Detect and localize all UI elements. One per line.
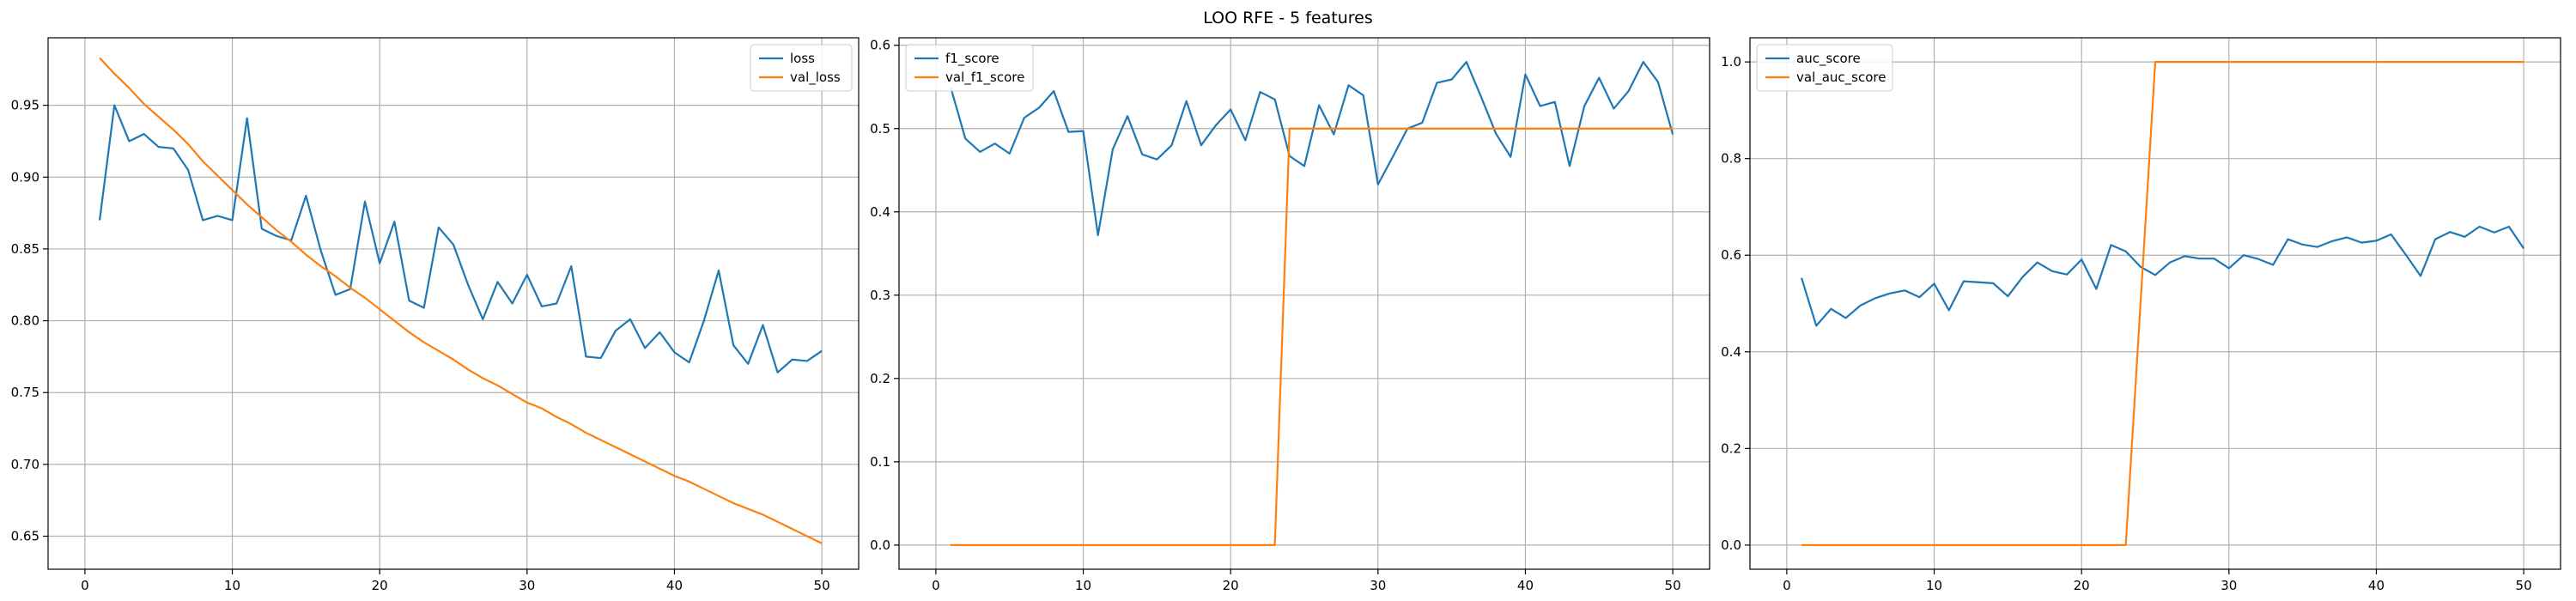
y-tick-label: 0.80 [11,313,39,329]
legend-box [905,44,1034,92]
legend-box [1756,44,1893,92]
figure-title: LOO RFE - 5 features [1203,9,1373,27]
y-tick-label: 0.8 [1721,151,1741,167]
legend-label: val_f1_score [945,70,1024,86]
legend: auc_score val_auc_score [1756,44,1893,92]
x-tick-label: 10 [1926,578,1942,593]
x-tick-label: 40 [1517,578,1534,593]
legend-label: auc_score [1796,51,1861,67]
x-tick-label: 0 [1783,578,1791,593]
x-tick-label: 50 [2516,578,2532,593]
subplot-f1-score: 0 10 20 30 40 50 0.0 0.1 0.2 0.3 0.4 0.5 0.6 f1_score… [870,37,1710,593]
series-line-loss [98,104,823,373]
x-tick-label: 30 [1370,578,1386,593]
x-tick-label: 0 [932,578,940,593]
x-tick-label: 50 [1665,578,1681,593]
y-tick-label: 0.1 [870,454,890,470]
legend-box [750,44,853,92]
y-tick-label: 0.70 [11,457,39,472]
x-tick-label: 10 [224,578,240,593]
legend: loss val_loss [750,44,853,92]
y-tick-label: 0.6 [870,38,890,53]
legend: f1_score val_f1_score [905,44,1034,92]
y-tick-label: 0.85 [11,241,39,257]
y-tick-label: 0.3 [870,288,890,303]
series-line-f1-score [950,61,1674,237]
x-tick-label: 30 [519,578,535,593]
series-line-val-loss [99,57,823,544]
x-tick-label: 30 [2221,578,2237,593]
x-tick-label: 20 [1223,578,1239,593]
x-tick-label: 40 [666,578,683,593]
axes-frame [47,37,860,570]
y-tick-label: 0.75 [11,385,39,400]
y-tick-label: 0.90 [11,169,39,185]
legend-label: val_loss [790,70,841,86]
y-tick-label: 0.5 [870,121,890,137]
axes-frame [898,37,1710,570]
y-tick-label: 0.0 [870,537,890,553]
axes-frame [1749,37,2561,570]
y-tick-label: 0.6 [1721,247,1741,263]
x-tick-label: 20 [2074,578,2090,593]
x-tick-label: 0 [81,578,89,593]
subplot-loss: 0 10 20 30 40 50 0.65 0.70 0.75 0.80 0.85 0.90 0.95 l… [11,37,860,593]
x-tick-label: 20 [372,578,388,593]
x-tick-label: 40 [2368,578,2385,593]
legend-label: val_auc_score [1796,70,1886,86]
series-line-val-auc-score [1801,61,2524,546]
y-tick-label: 0.95 [11,98,39,113]
legend-label: f1_score [945,51,999,67]
legend-label: loss [790,51,815,66]
x-tick-label: 10 [1075,578,1091,593]
subplot-auc-score: 0 10 20 30 40 50 0.0 0.2 0.4 0.6 0.8 1.0 auc_scoreva… [1721,37,2561,593]
y-tick-label: 0.0 [1721,537,1741,553]
y-tick-label: 0.2 [1721,440,1741,456]
series-line-val-f1-score [951,127,1674,546]
y-tick-label: 1.0 [1721,54,1741,70]
y-tick-label: 0.4 [870,204,890,220]
x-tick-label: 50 [814,578,830,593]
series-line-auc-score [1801,225,2525,327]
y-tick-label: 0.65 [11,529,39,544]
y-tick-label: 0.4 [1721,344,1741,360]
y-tick-label: 0.2 [870,371,890,386]
